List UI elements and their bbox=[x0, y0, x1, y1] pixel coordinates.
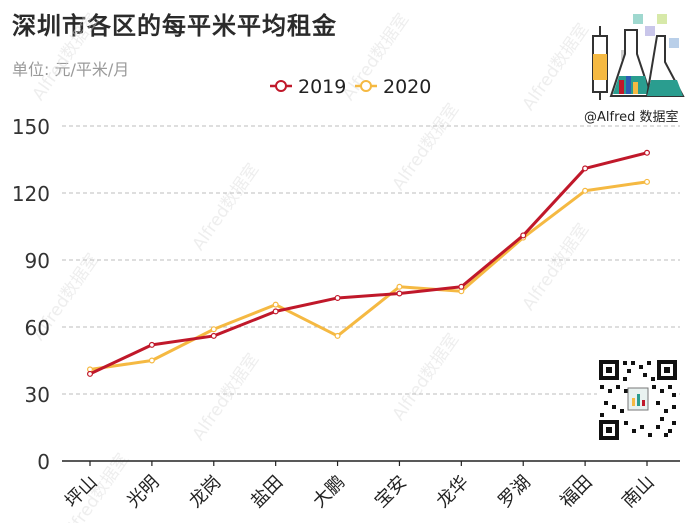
data-point-2020 bbox=[210, 326, 217, 333]
data-point-2019 bbox=[148, 341, 155, 348]
x-tick-label: 宝安 bbox=[371, 472, 411, 512]
x-tick-label: 福田 bbox=[556, 472, 596, 512]
watermark-text: Alfred数据室 bbox=[189, 350, 263, 444]
legend-label-2019: 2019 bbox=[298, 76, 346, 98]
watermark-text: Alfred数据室 bbox=[29, 10, 103, 104]
x-tick-label: 龙岗 bbox=[185, 472, 225, 512]
data-point-2020 bbox=[334, 332, 341, 339]
watermark-text: Alfred数据室 bbox=[519, 20, 593, 114]
chart-title: 深圳市各区的每平米平均租金 bbox=[12, 12, 337, 40]
data-point-2019 bbox=[86, 370, 93, 377]
series-line-2020 bbox=[89, 180, 648, 371]
x-tick-label: 龙华 bbox=[433, 472, 473, 512]
data-point-2019 bbox=[458, 283, 465, 290]
data-point-2020 bbox=[396, 283, 403, 290]
x-tick-label: 南山 bbox=[618, 472, 658, 512]
data-point-2019 bbox=[520, 232, 527, 239]
x-tick-label: 大鹏 bbox=[309, 472, 349, 512]
watermark-text: Alfred数据室 bbox=[189, 160, 263, 254]
data-point-2020 bbox=[148, 357, 155, 364]
y-tick-label: 150 bbox=[12, 115, 50, 139]
data-point-2020 bbox=[643, 178, 650, 185]
y-tick-label: 60 bbox=[25, 316, 50, 340]
brand-label: @Alfred 数据室 bbox=[584, 110, 679, 125]
watermark-text: Alfred数据室 bbox=[389, 330, 463, 424]
y-tick-label: 90 bbox=[25, 249, 50, 273]
x-tick-label: 盐田 bbox=[247, 472, 287, 512]
x-tick-label: 罗湖 bbox=[494, 472, 534, 512]
legend-marker-2020 bbox=[360, 80, 372, 92]
series-line-2019 bbox=[89, 151, 648, 376]
data-point-2020 bbox=[582, 187, 589, 194]
qr-code-icon bbox=[597, 358, 679, 442]
data-point-2019 bbox=[582, 165, 589, 172]
watermark-text: Alfred数据室 bbox=[389, 100, 463, 194]
data-point-2019 bbox=[643, 149, 650, 156]
legend-label-2020: 2020 bbox=[383, 76, 431, 98]
y-tick-label: 0 bbox=[37, 450, 50, 474]
data-point-2020 bbox=[272, 301, 279, 308]
data-point-2019 bbox=[334, 294, 341, 301]
data-point-2019 bbox=[396, 290, 403, 297]
y-tick-label: 120 bbox=[12, 182, 50, 206]
y-tick-label: 30 bbox=[25, 383, 50, 407]
chart-subtitle: 单位: 元/平米/月 bbox=[12, 60, 130, 79]
lab-logo-icon bbox=[592, 14, 685, 100]
x-tick-label: 光明 bbox=[123, 472, 163, 512]
legend-marker-2019 bbox=[275, 80, 287, 92]
data-point-2019 bbox=[272, 308, 279, 315]
data-point-2019 bbox=[210, 332, 217, 339]
